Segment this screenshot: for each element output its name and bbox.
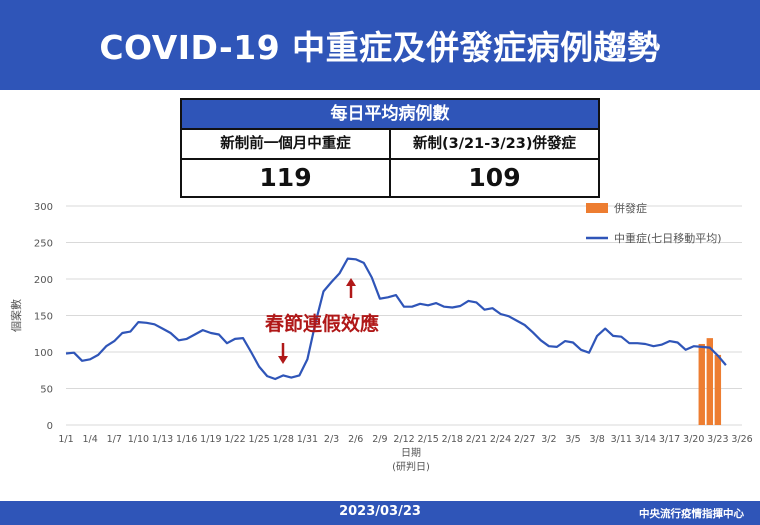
x-tick-label: 1/28: [273, 434, 294, 445]
footer-date: 2023/03/23: [339, 504, 421, 519]
complication-bar: [714, 354, 722, 425]
x-tick-label: 2/27: [514, 434, 535, 445]
x-tick-label: 1/13: [152, 434, 173, 445]
x-tick-label: 2/3: [324, 434, 339, 445]
x-tick-label: 2/15: [417, 434, 438, 445]
annotation-down-arrow-head: [278, 356, 288, 364]
summary-label-row: 新制前一個月中重症 新制(3/21-3/23)併發症: [182, 130, 598, 160]
summary-label-complication: 新制(3/21-3/23)併發症: [389, 130, 598, 160]
x-tick-label: 3/17: [659, 434, 680, 445]
y-axis-label: 個案數: [9, 299, 23, 332]
x-axis-label: 日期: [401, 447, 421, 459]
footer-org: 中央流行疫情指揮中心: [639, 508, 744, 520]
summary-value-row: 119 109: [182, 160, 598, 196]
x-tick-label: 1/16: [176, 434, 197, 445]
x-tick-label: 2/6: [348, 434, 363, 445]
x-tick-label: 1/1: [58, 434, 73, 445]
y-tick-label: 300: [34, 202, 53, 213]
x-tick-label: 3/11: [611, 434, 632, 445]
x-tick-label: 2/24: [490, 434, 511, 445]
x-tick-label: 3/8: [589, 434, 604, 445]
complication-bar: [706, 338, 714, 425]
x-tick-label: 2/21: [466, 434, 487, 445]
page-header: COVID-19 中重症及併發症病例趨勢: [0, 0, 760, 90]
x-tick-label: 1/7: [107, 434, 122, 445]
summary-value-severe: 119: [259, 163, 312, 192]
legend-bar-swatch: [586, 203, 608, 213]
y-tick-label: 250: [34, 239, 53, 250]
x-tick-label: 3/23: [707, 434, 728, 445]
y-tick-label: 100: [34, 348, 53, 359]
page-footer: 2023/03/23 中央流行疫情指揮中心: [0, 501, 760, 525]
x-tick-label: 3/2: [541, 434, 556, 445]
x-tick-label: 1/10: [128, 434, 149, 445]
x-tick-label: 1/22: [224, 434, 245, 445]
x-axis-sublabel: (研判日): [392, 461, 430, 473]
x-tick-label: 1/25: [248, 434, 269, 445]
x-tick-label: 3/14: [635, 434, 656, 445]
legend-line-label: 中重症(七日移動平均): [614, 231, 722, 245]
complication-bar: [698, 343, 705, 425]
y-tick-label: 50: [40, 385, 53, 396]
summary-value-complication: 109: [389, 160, 598, 196]
severe-series-line: [65, 257, 727, 381]
x-tick-label: 3/20: [683, 434, 704, 445]
x-tick-label: 1/19: [200, 434, 221, 445]
summary-heading: 每日平均病例數: [182, 100, 598, 130]
legend-bar-label: 併發症: [614, 201, 647, 215]
annotation-up-arrow-head: [346, 278, 356, 286]
summary-label-severe: 新制前一個月中重症: [182, 130, 389, 160]
annotation-text: 春節連假效應: [265, 312, 379, 335]
page-title: COVID-19 中重症及併發症病例趨勢: [99, 28, 661, 67]
x-tick-label: 2/18: [442, 434, 463, 445]
y-tick-label: 200: [34, 275, 53, 286]
x-tick-label: 1/31: [297, 434, 318, 445]
x-tick-label: 3/5: [565, 434, 580, 445]
summary-table: 每日平均病例數 新制前一個月中重症 新制(3/21-3/23)併發症 119 1…: [180, 98, 600, 198]
y-tick-label: 0: [47, 421, 53, 432]
x-tick-label: 1/4: [82, 434, 97, 445]
x-tick-label: 2/12: [393, 434, 414, 445]
y-tick-label: 150: [34, 312, 53, 323]
x-tick-label: 2/9: [372, 434, 387, 445]
x-tick-label: 3/26: [731, 434, 752, 445]
